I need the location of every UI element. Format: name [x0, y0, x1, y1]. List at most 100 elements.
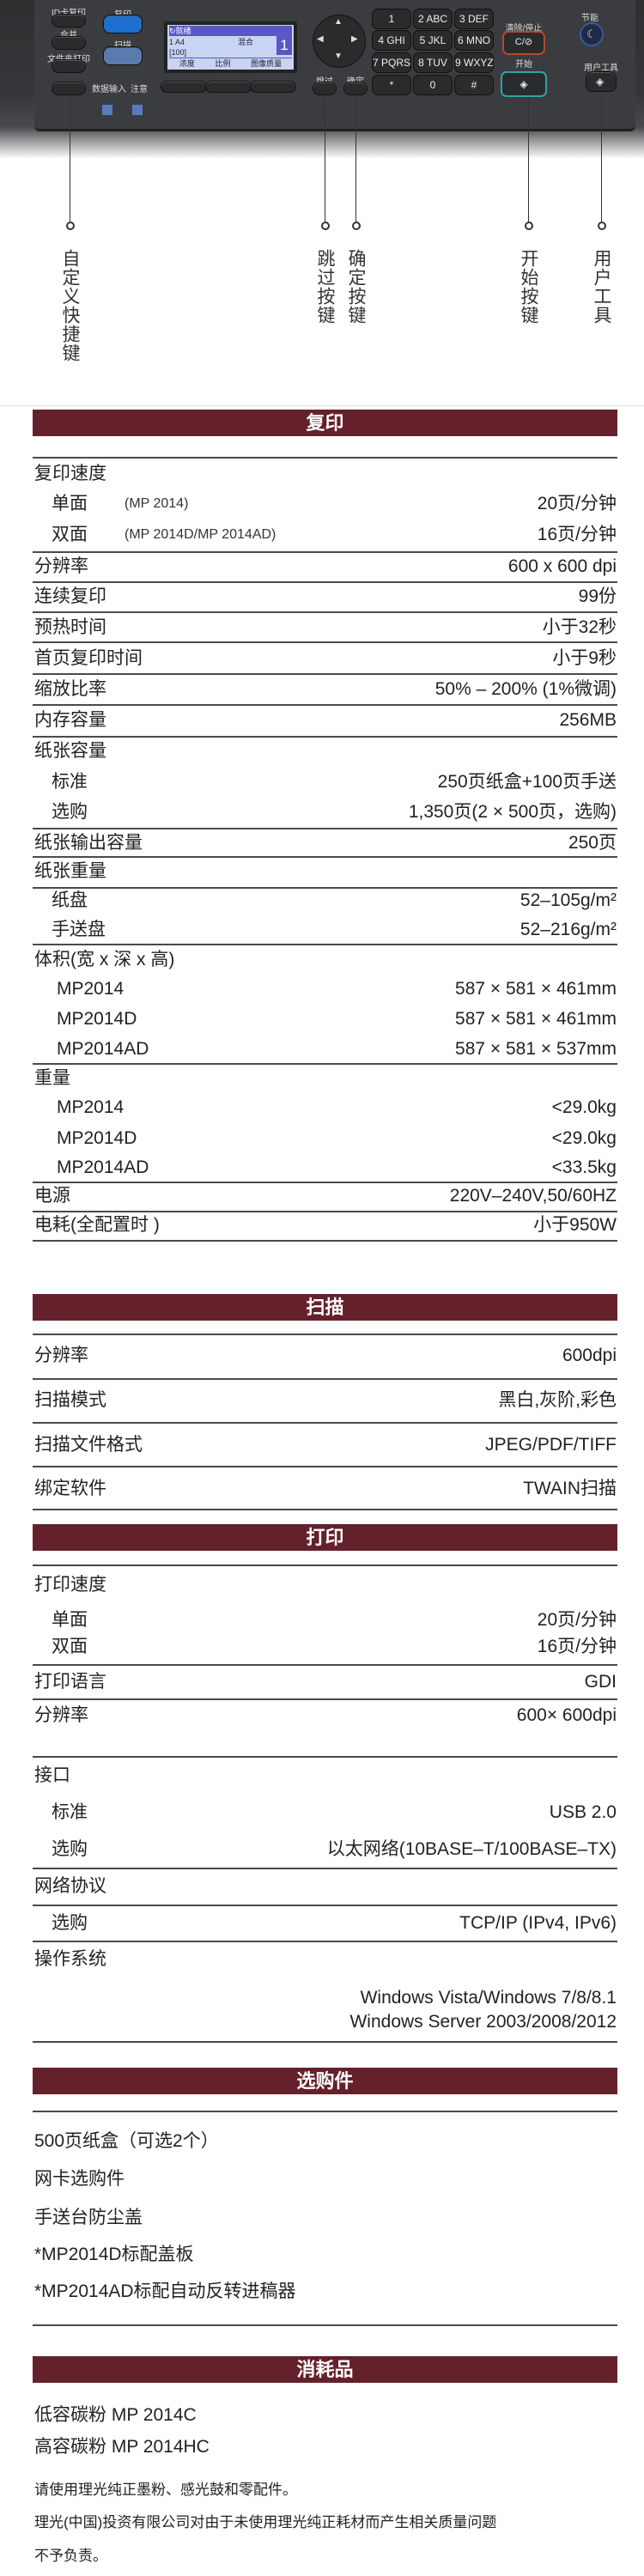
- label-combine: 合并: [60, 27, 77, 40]
- scan-button[interactable]: [103, 46, 143, 65]
- spec-label: 双面: [52, 1637, 88, 1656]
- arrow-down-icon[interactable]: ▼: [334, 52, 343, 61]
- keypad-key[interactable]: #: [454, 75, 494, 95]
- spec-value: <33.5kg: [551, 1157, 617, 1177]
- spec-value: <29.0kg: [551, 1128, 617, 1148]
- arrow-pad[interactable]: [313, 15, 366, 68]
- spec-label: MP2014: [57, 979, 125, 999]
- divider: [33, 1466, 617, 1467]
- option-item: *MP2014D标配盖板: [34, 2245, 194, 2264]
- keypad-key[interactable]: 1: [372, 9, 411, 29]
- arrow-right-icon[interactable]: ▶: [351, 34, 358, 44]
- keypad-key[interactable]: 2 ABC: [413, 9, 453, 29]
- id-copy-button[interactable]: [52, 14, 86, 27]
- lcd-mode: 混合: [238, 38, 254, 46]
- spec-value: 220V–240V,50/60HZ: [449, 1186, 617, 1206]
- spec-value: 250页: [568, 833, 617, 853]
- spec-label: 操作系统: [34, 1949, 106, 1969]
- spec-value: 587 × 581 × 461mm: [455, 1009, 617, 1029]
- lcd-line1: 1 A4 混合 1: [169, 36, 292, 55]
- spec-value: 16页/分钟: [537, 1637, 617, 1656]
- os-line: Windows Server 2003/2008/2012: [349, 2012, 617, 2032]
- spec-label: 纸张重量: [34, 861, 106, 881]
- consumable-item: 低容碳粉 MP 2014C: [34, 2405, 197, 2425]
- divider: [33, 2111, 617, 2112]
- custom-shortcut-button[interactable]: [52, 82, 86, 95]
- divider: [33, 641, 617, 643]
- keypad-key[interactable]: 4 GHI: [372, 30, 411, 51]
- user-tools-icon: ◈: [596, 76, 605, 88]
- ok-button[interactable]: [343, 82, 368, 95]
- divider: [33, 1240, 617, 1242]
- spec-note: (MP 2014D/MP 2014AD): [125, 527, 276, 542]
- softkey-button-1[interactable]: [161, 81, 207, 93]
- softkey-button-2[interactable]: [205, 81, 252, 93]
- spec-label: 内存容量: [34, 710, 106, 730]
- label-user-tools: 用户工具: [584, 64, 618, 73]
- combine-button[interactable]: [52, 36, 86, 50]
- divider: [33, 1063, 617, 1065]
- callout-label: 跳过按键: [315, 249, 335, 325]
- keypad-key[interactable]: 9 WXYZ: [454, 52, 494, 73]
- user-tools-button[interactable]: [586, 71, 617, 92]
- spec-label: 单面: [52, 494, 88, 513]
- spec-label: 重量: [34, 1068, 70, 1088]
- arrow-left-icon[interactable]: ◀: [317, 34, 324, 44]
- spec-value: GDI: [584, 1672, 617, 1692]
- callout-line: [601, 93, 602, 222]
- divider: [33, 611, 617, 613]
- spec-label: MP2014: [57, 1097, 125, 1117]
- softkey-button-3[interactable]: [250, 81, 296, 93]
- energy-saver-button[interactable]: ☾: [580, 22, 604, 46]
- keypad-key[interactable]: 8 TUV: [413, 52, 453, 73]
- spec-value: 256MB: [559, 710, 617, 730]
- lcd-paper: 1 A4: [169, 38, 185, 46]
- spec-value: 587 × 581 × 461mm: [455, 979, 617, 999]
- skip-button[interactable]: [313, 82, 337, 95]
- spec-label: 标准: [52, 772, 88, 792]
- spec-label: 扫描模式: [34, 1390, 106, 1410]
- divider: [33, 673, 617, 675]
- start-button[interactable]: ◈: [501, 71, 547, 97]
- spec-label: 绑定软件: [34, 1479, 106, 1498]
- keypad-key[interactable]: 7 PQRS: [372, 52, 411, 73]
- divider: [33, 1941, 617, 1942]
- keypad-key[interactable]: 0: [413, 75, 453, 95]
- divider: [33, 828, 617, 829]
- divider: [0, 405, 644, 406]
- spec-value: <29.0kg: [551, 1097, 617, 1117]
- spec-value: 16页/分钟: [537, 525, 617, 544]
- spec-label: 双面: [52, 525, 88, 544]
- spec-label: 纸盘: [52, 890, 88, 910]
- spec-label: 预热时间: [34, 617, 106, 637]
- keypad-key[interactable]: 5 JKL: [413, 30, 453, 51]
- arrow-up-icon[interactable]: ▲: [334, 17, 343, 27]
- divider: [33, 1334, 617, 1335]
- spec-label: 纸张容量: [34, 741, 106, 761]
- spec-label: 电源: [34, 1186, 70, 1206]
- copy-button[interactable]: [103, 15, 143, 33]
- spec-label: 电耗(全配置时 ): [34, 1215, 160, 1235]
- spec-label: 单面: [52, 1610, 88, 1630]
- lcd-softkey-ratio[interactable]: 比例: [215, 59, 231, 68]
- keypad-key[interactable]: 3 DEF: [454, 9, 494, 29]
- callout-dot: [597, 222, 606, 230]
- divider: [33, 1564, 617, 1566]
- lcd-softkey-density[interactable]: 浓度: [179, 59, 195, 68]
- spec-value: 20页/分钟: [537, 494, 617, 513]
- callout-line: [355, 96, 356, 222]
- spec-label: 打印速度: [34, 1575, 106, 1595]
- folder-print-button[interactable]: [52, 59, 86, 73]
- spec-label: 打印语言: [34, 1672, 106, 1692]
- keypad-key[interactable]: 6 MNO: [454, 30, 494, 51]
- spec-label: 首页复印时间: [34, 648, 143, 668]
- spec-value: 黑白,灰阶,彩色: [498, 1390, 617, 1410]
- clear-stop-button[interactable]: C/⊘: [502, 31, 545, 55]
- spec-value: 600 x 600 dpi: [507, 556, 617, 576]
- lcd-line2: [100]: [169, 47, 292, 58]
- keypad-key[interactable]: *: [372, 75, 411, 95]
- divider: [33, 1378, 617, 1380]
- lcd-softkey-quality[interactable]: 图像质量: [251, 59, 283, 68]
- option-item: 500页纸盒（可选2个）: [34, 2131, 219, 2151]
- divider: [33, 856, 617, 858]
